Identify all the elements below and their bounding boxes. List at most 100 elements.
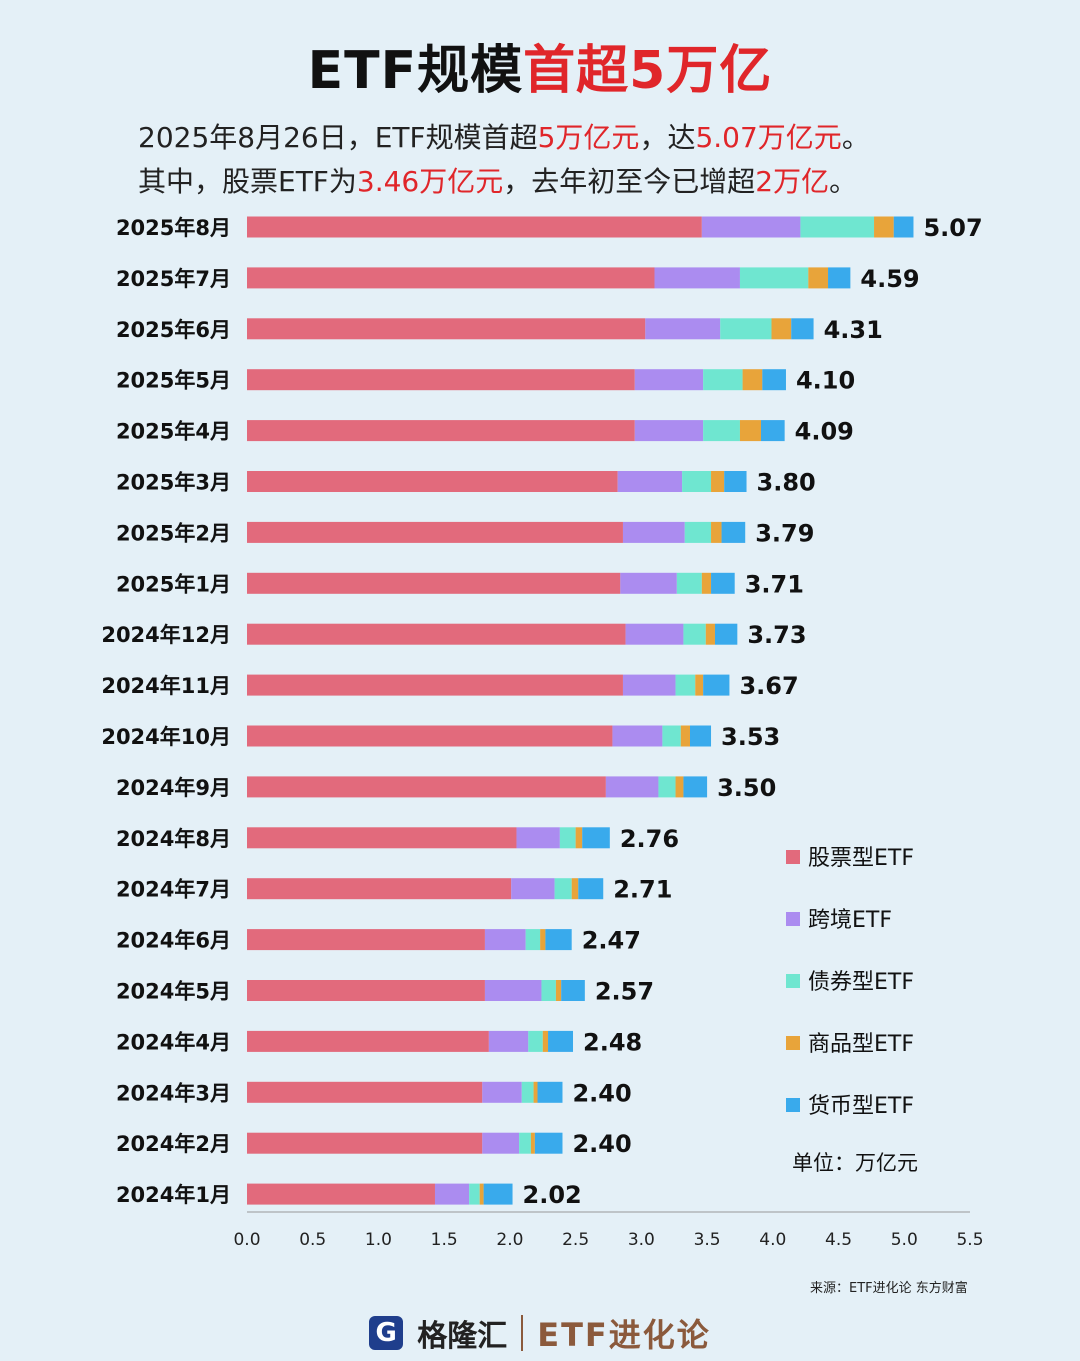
bar-segment bbox=[247, 827, 517, 849]
bar-segment bbox=[247, 471, 618, 492]
bar-segment bbox=[771, 318, 792, 340]
bar-segment bbox=[683, 776, 708, 798]
subtitle-text: ，达 bbox=[639, 121, 696, 154]
source-note: 来源：ETF进化论 东方财富 bbox=[810, 1281, 968, 1296]
bar-segment bbox=[676, 572, 702, 594]
x-tick-label: 4.0 bbox=[759, 1230, 786, 1250]
bar-segment bbox=[554, 878, 572, 900]
x-tick-label: 1.5 bbox=[431, 1230, 458, 1250]
bar-segment bbox=[519, 1132, 531, 1154]
bar-segment bbox=[545, 929, 572, 951]
bar-segment bbox=[247, 216, 702, 238]
bar-segment bbox=[530, 1132, 535, 1154]
subtitle-line-1: 2025年8月26日，ETF规模首超5万亿元，达5.07万亿元。 bbox=[138, 116, 870, 156]
bar-segment bbox=[575, 827, 583, 849]
total-label: 4.10 bbox=[796, 367, 855, 395]
subtitle-highlight: 5.07万亿元 bbox=[695, 121, 842, 154]
bar-segment bbox=[620, 572, 677, 594]
x-tick-label: 2.0 bbox=[496, 1230, 523, 1250]
bar-segment bbox=[742, 369, 763, 391]
bar-segment bbox=[703, 674, 730, 696]
category-label: 2024年1月 bbox=[116, 1183, 231, 1207]
subtitle-highlight: 5万亿元 bbox=[537, 121, 640, 154]
bar-segment bbox=[247, 1081, 483, 1103]
bar-segment bbox=[724, 471, 747, 492]
bar-segment bbox=[247, 1030, 489, 1052]
stacked-bar-chart: 0.0 0.5 1.0 1.5 2.0 2.5 3.0 3.5 4.0 4.5 5.0 5.5 2025… bbox=[101, 214, 983, 1250]
bar-segment bbox=[762, 369, 786, 391]
bar-segment bbox=[828, 267, 851, 289]
bar-segment bbox=[714, 623, 738, 645]
bar-segment bbox=[540, 929, 546, 951]
bar-segment bbox=[247, 1132, 483, 1154]
category-label: 2024年10月 bbox=[101, 725, 231, 749]
bar-segment bbox=[247, 267, 655, 289]
subtitle-text: ，去年初至今已增超 bbox=[503, 165, 756, 198]
bar-segment bbox=[247, 623, 626, 645]
bar-segment bbox=[488, 1030, 529, 1052]
bar-segment bbox=[561, 980, 585, 1001]
bar-segment bbox=[800, 216, 875, 238]
category-label: 2025年6月 bbox=[116, 318, 231, 342]
footer-divider bbox=[521, 1315, 524, 1351]
bar-segment bbox=[760, 420, 785, 442]
bar-segment bbox=[578, 878, 604, 900]
bar-segment bbox=[645, 318, 721, 340]
etf-brand-name: ETF进化论 bbox=[537, 1316, 711, 1354]
total-label: 4.31 bbox=[824, 316, 883, 344]
x-tick-label: 5.5 bbox=[956, 1230, 983, 1250]
bar-segment bbox=[247, 929, 485, 951]
bar-segment bbox=[695, 674, 704, 696]
total-label: 3.50 bbox=[717, 774, 776, 802]
bar-segment bbox=[571, 878, 579, 900]
bar-segment bbox=[612, 725, 663, 747]
bar-segment bbox=[247, 776, 606, 798]
total-label: 2.47 bbox=[582, 927, 641, 955]
bar-segment bbox=[247, 521, 623, 543]
bar-segment bbox=[559, 827, 576, 849]
bar-segment bbox=[541, 980, 556, 1001]
total-label: 3.73 bbox=[747, 621, 806, 649]
category-label: 2024年5月 bbox=[116, 980, 231, 1004]
legend-label: 股票型ETF bbox=[808, 846, 914, 871]
category-label: 2024年8月 bbox=[116, 827, 231, 851]
total-label: 2.40 bbox=[572, 1079, 631, 1107]
bar-segment bbox=[874, 216, 894, 238]
x-tick-label: 0.5 bbox=[299, 1230, 326, 1250]
bar-segment bbox=[534, 1132, 563, 1154]
bar-segment bbox=[721, 521, 746, 543]
bar-segment bbox=[582, 827, 610, 849]
bar-segment bbox=[533, 1081, 538, 1103]
bar-segment bbox=[791, 318, 814, 340]
bar-segment bbox=[484, 980, 542, 1001]
category-label: 2025年1月 bbox=[116, 572, 231, 596]
bar-segment bbox=[675, 674, 696, 696]
legend-swatch bbox=[786, 912, 800, 926]
category-label: 2024年11月 bbox=[101, 674, 231, 698]
bar-segment bbox=[469, 1183, 480, 1205]
bar-segment bbox=[605, 776, 659, 798]
bar-segment bbox=[703, 420, 740, 442]
subtitle-text: 其中，股票ETF为 bbox=[138, 165, 357, 198]
subtitle-text: 。 bbox=[829, 165, 858, 198]
category-label: 2024年12月 bbox=[101, 623, 231, 647]
category-label: 2025年7月 bbox=[116, 267, 231, 291]
chart-title: ETF规模首超5万亿 bbox=[0, 28, 1080, 103]
total-label: 3.71 bbox=[745, 570, 804, 598]
category-label: 2024年9月 bbox=[116, 776, 231, 800]
bar-segment bbox=[555, 980, 562, 1001]
bar-segment bbox=[528, 1030, 543, 1052]
x-tick-label: 0.0 bbox=[233, 1230, 260, 1250]
bar-segment bbox=[654, 267, 740, 289]
x-tick-label: 4.5 bbox=[825, 1230, 852, 1250]
bar-segment bbox=[682, 471, 712, 492]
total-label: 2.48 bbox=[583, 1028, 642, 1056]
bar-segment bbox=[247, 572, 621, 594]
category-label: 2025年8月 bbox=[116, 216, 231, 240]
bar-segment bbox=[484, 929, 526, 951]
category-label: 2024年4月 bbox=[116, 1030, 231, 1054]
category-label: 2025年2月 bbox=[116, 521, 231, 545]
bar-segment bbox=[479, 1183, 484, 1205]
total-label: 4.59 bbox=[860, 265, 919, 293]
bar-segment bbox=[622, 674, 676, 696]
